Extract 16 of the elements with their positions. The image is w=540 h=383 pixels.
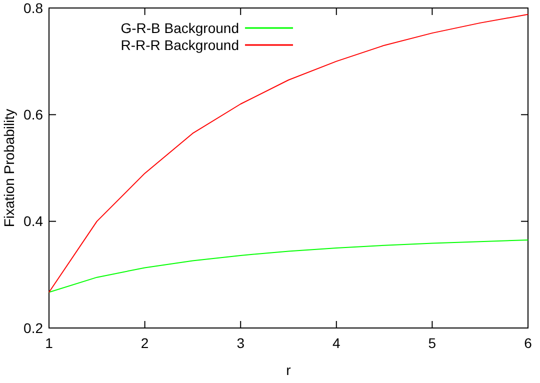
line-series [48, 240, 528, 293]
line-series [48, 14, 528, 293]
x-tick-label: 4 [332, 335, 340, 351]
x-tick-label: 6 [524, 335, 532, 351]
legend-label: G-R-B Background [120, 20, 239, 36]
y-tick-label: 0.2 [24, 320, 44, 336]
x-tick-label: 2 [140, 335, 149, 351]
y-tick-label: 0.4 [24, 213, 44, 230]
y-tick-label: 0.8 [24, 0, 44, 16]
y-tick-label: 0.6 [24, 106, 44, 123]
x-axis-title: r [286, 362, 292, 378]
x-tick-label: 1 [45, 335, 54, 351]
x-tick-label: 3 [236, 335, 245, 351]
legend-label: R-R-R Background [120, 36, 239, 53]
x-tick-label: 5 [428, 335, 436, 351]
y-axis-title: Fixation Probability [1, 108, 17, 228]
